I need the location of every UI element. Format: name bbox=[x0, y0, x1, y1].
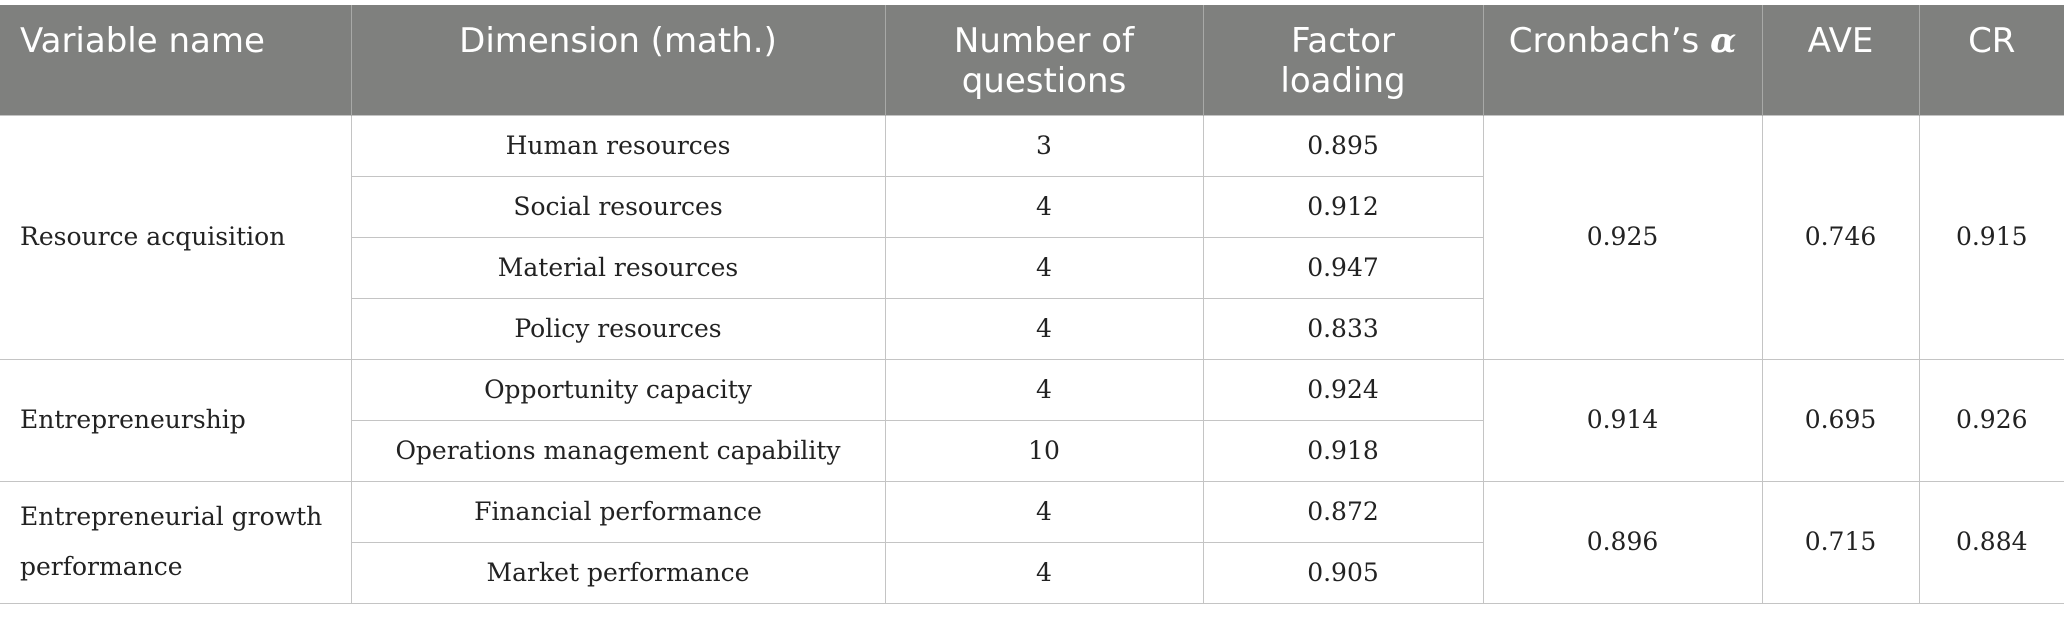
table-row: Policy resources 4 0.833 bbox=[0, 297, 2064, 360]
header-variable-name: Variable name bbox=[0, 5, 351, 115]
questions-cell: 4 bbox=[884, 480, 1204, 543]
header-loading-line2: loading bbox=[1280, 61, 1406, 101]
alpha-symbol: α bbox=[1710, 21, 1737, 61]
table-row: Operations management capability 10 0.91… bbox=[0, 419, 2064, 482]
variable-name-cell: Resource acquisition bbox=[0, 114, 352, 360]
header-cr: CR bbox=[1918, 5, 2064, 115]
questions-cell: 4 bbox=[884, 358, 1204, 421]
header-questions-line2: questions bbox=[961, 61, 1127, 101]
ave-cell: 0.715 bbox=[1761, 480, 1920, 604]
header-loading-line1: Factor bbox=[1290, 21, 1396, 61]
cronbach-cell: 0.925 bbox=[1482, 114, 1763, 360]
header-factor-loading: Factor loading bbox=[1202, 5, 1483, 115]
header-row: Variable name Dimension (math.) Number o… bbox=[0, 5, 2064, 115]
cr-cell: 0.926 bbox=[1918, 358, 2064, 482]
dimension-cell: Market performance bbox=[350, 541, 886, 604]
table-row: Market performance 4 0.905 bbox=[0, 541, 2064, 604]
dimension-cell: Policy resources bbox=[350, 297, 886, 360]
dimension-cell: Opportunity capacity bbox=[350, 358, 886, 421]
table-row: Entrepreneurial growth performance Finan… bbox=[0, 480, 2064, 604]
table-row: Material resources 4 0.947 bbox=[0, 236, 2064, 299]
header-questions-line1: Number of bbox=[953, 21, 1135, 61]
questions-cell: 4 bbox=[884, 175, 1204, 238]
loading-cell: 0.912 bbox=[1202, 175, 1484, 238]
loading-cell: 0.947 bbox=[1202, 236, 1484, 299]
loading-cell: 0.872 bbox=[1202, 480, 1484, 543]
header-number-of-questions: Number of questions bbox=[884, 5, 1203, 115]
questions-cell: 4 bbox=[884, 541, 1204, 604]
reliability-table: Variable name Dimension (math.) Number o… bbox=[0, 5, 2064, 604]
dimension-cell: Social resources bbox=[350, 175, 886, 238]
questions-cell: 4 bbox=[884, 236, 1204, 299]
loading-cell: 0.918 bbox=[1202, 419, 1484, 482]
table-row: Social resources 4 0.912 bbox=[0, 175, 2064, 238]
dimension-cell: Financial performance bbox=[350, 480, 886, 543]
cronbach-cell: 0.914 bbox=[1482, 358, 1763, 482]
header-cronbach-text: Cronbach’s bbox=[1508, 21, 1700, 61]
dimension-cell: Material resources bbox=[350, 236, 886, 299]
ave-cell: 0.746 bbox=[1761, 114, 1920, 360]
questions-cell: 3 bbox=[884, 114, 1204, 177]
table-row: Resource acquisition Human resources 3 0… bbox=[0, 114, 2064, 360]
loading-cell: 0.905 bbox=[1202, 541, 1484, 604]
loading-cell: 0.833 bbox=[1202, 297, 1484, 360]
cr-cell: 0.884 bbox=[1918, 480, 2064, 604]
header-dimension: Dimension (math.) bbox=[350, 5, 885, 115]
table-row: Entrepreneurship Opportunity capacity 4 … bbox=[0, 358, 2064, 482]
dimension-cell: Operations management capability bbox=[350, 419, 886, 482]
header-cronbach-alpha: Cronbach’s α bbox=[1482, 5, 1762, 115]
ave-cell: 0.695 bbox=[1761, 358, 1920, 482]
questions-cell: 10 bbox=[884, 419, 1204, 482]
loading-cell: 0.895 bbox=[1202, 114, 1484, 177]
questions-cell: 4 bbox=[884, 297, 1204, 360]
loading-cell: 0.924 bbox=[1202, 358, 1484, 421]
cr-cell: 0.915 bbox=[1918, 114, 2064, 360]
variable-name-cell: Entrepreneurial growth performance bbox=[0, 480, 352, 604]
cronbach-cell: 0.896 bbox=[1482, 480, 1763, 604]
dimension-cell: Human resources bbox=[350, 114, 886, 177]
variable-name-cell: Entrepreneurship bbox=[0, 358, 352, 482]
header-ave: AVE bbox=[1761, 5, 1919, 115]
